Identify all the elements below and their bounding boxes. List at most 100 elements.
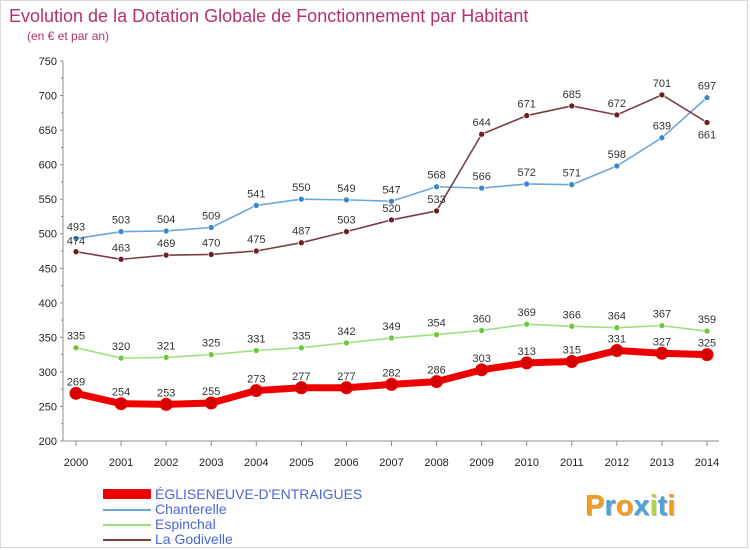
x-tick-label: 2004	[244, 457, 268, 469]
data-point-la-godivelle	[478, 130, 485, 138]
data-label-gliseneuve-d-entraigues: 254	[112, 387, 130, 399]
x-tick-label: 2011	[560, 457, 584, 469]
data-label-gliseneuve-d-entraigues: 327	[653, 336, 671, 348]
y-tick-label: 400	[39, 298, 57, 310]
data-point-la-godivelle	[703, 119, 711, 126]
data-point-espinchal	[703, 327, 711, 335]
legend-label-egliseneuve-d-entraigues: ÉGLISENEUVE-D'ENTRAIGUES	[155, 486, 363, 502]
data-point-espinchal	[162, 354, 170, 361]
data-point-chanterelle	[72, 235, 80, 242]
data-point-espinchal	[117, 354, 125, 362]
x-tick-label: 2007	[379, 457, 403, 469]
data-point-gliseneuve-d-entraigues	[475, 363, 489, 377]
data-point-chanterelle	[613, 162, 621, 170]
data-label-espinchal: 320	[112, 341, 130, 353]
data-label-gliseneuve-d-entraigues: 269	[67, 376, 85, 388]
data-label-la-godivelle: 470	[202, 237, 220, 249]
proxiti-logo-text: Proxiti	[585, 490, 675, 522]
data-point-la-godivelle	[207, 251, 215, 258]
legend-line-chanterelle	[103, 509, 151, 511]
y-tick-label: 300	[39, 367, 57, 379]
data-point-gliseneuve-d-entraigues	[700, 348, 714, 362]
proxiti-logo-letter: t	[657, 490, 668, 522]
data-label-gliseneuve-d-entraigues: 253	[157, 387, 175, 399]
legend-label-espinchal: Espinchal	[155, 516, 216, 532]
y-tick-label: 750	[39, 56, 57, 68]
legend-item-espinchal: Espinchal	[103, 517, 423, 531]
chart-title: Evolution de la Dotation Globale de Fonc…	[9, 6, 529, 26]
data-label-espinchal: 335	[292, 331, 310, 343]
legend-line-egliseneuve-d-entraigues	[103, 489, 151, 499]
data-point-gliseneuve-d-entraigues	[159, 397, 173, 411]
data-label-espinchal: 364	[608, 311, 626, 323]
data-label-la-godivelle: 644	[472, 117, 490, 129]
data-point-gliseneuve-d-entraigues	[520, 356, 534, 370]
chart-subtitle: (en € et par an)	[27, 29, 110, 43]
data-point-espinchal	[388, 334, 395, 342]
data-point-la-godivelle	[388, 216, 395, 224]
data-labels-layer: 269 254 253 255 273 277 277 282 286 303 313 315 331 3…	[67, 78, 716, 400]
x-tick-label: 2002	[154, 457, 178, 469]
y-tick-label: 200	[39, 436, 57, 448]
x-tick-label: 2003	[199, 457, 223, 469]
data-point-la-godivelle	[298, 239, 305, 247]
x-tick-label: 2013	[650, 457, 674, 469]
data-label-gliseneuve-d-entraigues: 282	[382, 367, 400, 379]
data-point-la-godivelle	[658, 91, 666, 99]
legend-line-la-godivelle	[103, 539, 151, 541]
data-label-espinchal: 354	[427, 318, 445, 330]
data-point-chanterelle	[568, 181, 576, 189]
proxiti-logo-letter: i	[649, 490, 658, 522]
legend-line-espinchal	[103, 524, 151, 526]
x-tick-label: 2006	[334, 457, 358, 469]
y-tick-label: 350	[39, 332, 57, 344]
data-label-chanterelle: 493	[67, 222, 85, 234]
x-tick-label: 2010	[514, 457, 538, 469]
data-label-la-godivelle: 685	[563, 89, 581, 101]
data-label-espinchal: 359	[698, 314, 716, 326]
data-point-gliseneuve-d-entraigues	[339, 381, 353, 395]
data-label-gliseneuve-d-entraigues: 325	[698, 338, 716, 350]
data-label-espinchal: 331	[247, 333, 265, 345]
data-point-gliseneuve-d-entraigues	[249, 384, 263, 398]
x-tick-label: 2014	[695, 457, 719, 469]
data-label-chanterelle: 598	[608, 149, 626, 161]
x-tick-label: 2001	[109, 457, 133, 469]
data-label-la-godivelle: 463	[112, 242, 130, 254]
y-tick-label: 550	[39, 194, 57, 206]
data-label-chanterelle: 509	[202, 211, 220, 223]
data-point-gliseneuve-d-entraigues	[610, 343, 624, 357]
data-label-gliseneuve-d-entraigues: 303	[472, 353, 490, 365]
data-label-espinchal: 335	[67, 331, 85, 343]
data-point-espinchal	[478, 327, 485, 334]
data-point-gliseneuve-d-entraigues	[114, 397, 128, 411]
data-label-la-godivelle: 671	[518, 99, 536, 111]
data-label-la-godivelle: 503	[337, 215, 355, 227]
data-label-gliseneuve-d-entraigues: 273	[247, 374, 265, 386]
data-point-chanterelle	[478, 184, 485, 192]
data-label-la-godivelle: 520	[382, 203, 400, 215]
data-point-espinchal	[433, 331, 440, 338]
data-point-gliseneuve-d-entraigues	[294, 381, 308, 395]
data-point-la-godivelle	[523, 112, 531, 119]
data-label-gliseneuve-d-entraigues: 277	[337, 371, 355, 383]
data-label-la-godivelle: 701	[653, 78, 671, 90]
data-label-gliseneuve-d-entraigues: 286	[427, 365, 445, 377]
data-label-chanterelle: 572	[518, 167, 536, 179]
data-point-la-godivelle	[162, 251, 170, 259]
data-point-la-godivelle	[613, 111, 621, 119]
data-label-espinchal: 349	[382, 321, 400, 333]
data-label-la-godivelle: 533	[427, 194, 445, 206]
data-point-chanterelle	[703, 94, 711, 101]
x-tick-label: 2005	[289, 457, 313, 469]
data-label-espinchal: 325	[202, 338, 220, 350]
y-tick-label: 700	[39, 91, 57, 103]
data-label-gliseneuve-d-entraigues: 255	[202, 386, 220, 398]
legend-item-egliseneuve-d-entraigues: ÉGLISENEUVE-D'ENTRAIGUES	[103, 487, 423, 501]
y-tick-label: 450	[39, 263, 57, 275]
data-label-chanterelle: 504	[157, 214, 175, 226]
data-point-espinchal	[207, 351, 215, 358]
data-label-gliseneuve-d-entraigues: 313	[518, 346, 536, 358]
